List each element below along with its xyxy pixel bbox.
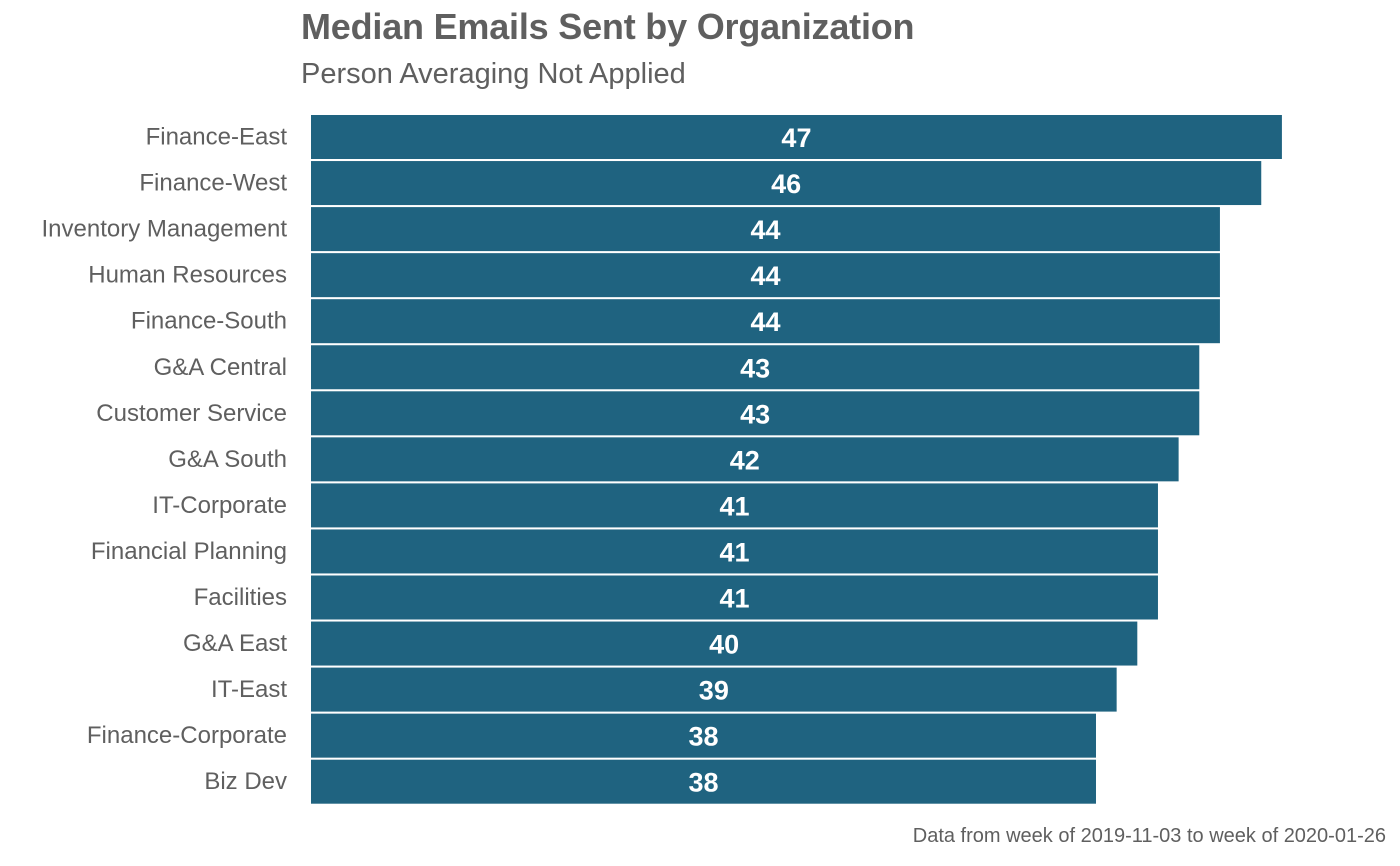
category-label: Finance-Corporate — [87, 722, 287, 749]
chart-caption: Data from week of 2019-11-03 to week of … — [912, 825, 1386, 847]
bar-row: IT-Corporate 41 — [152, 483, 1158, 528]
value-label: 38 — [688, 722, 718, 752]
bar-row: IT-East 39 — [211, 667, 1117, 712]
value-label: 41 — [719, 491, 749, 521]
chart-title: Median Emails Sent by Organization — [301, 6, 915, 47]
category-label: Inventory Management — [42, 216, 288, 243]
bar — [311, 529, 1158, 574]
value-label: 44 — [750, 215, 780, 245]
bar — [311, 299, 1220, 344]
bar — [311, 713, 1096, 758]
bar — [311, 437, 1179, 482]
bar-row: G&A East 40 — [183, 621, 1138, 666]
bar-row: G&A Central 43 — [154, 345, 1200, 390]
bar — [311, 207, 1220, 252]
value-label: 47 — [781, 123, 811, 153]
category-label: G&A East — [183, 630, 287, 657]
bar-row: Finance-East 47 — [146, 115, 1282, 159]
value-label: 38 — [688, 768, 718, 798]
bar-row: Facilities 41 — [194, 575, 1158, 620]
category-label: Finance-West — [139, 170, 287, 197]
bar-row: Biz Dev 38 — [204, 759, 1096, 804]
bar — [311, 391, 1200, 436]
bar — [311, 483, 1158, 528]
bar — [311, 115, 1282, 159]
category-label: G&A Central — [154, 354, 287, 381]
bar — [311, 345, 1200, 390]
category-label: Facilities — [194, 584, 287, 611]
category-label: G&A South — [168, 446, 287, 473]
category-label: Customer Service — [96, 400, 287, 427]
value-label: 43 — [740, 353, 770, 383]
category-label: Biz Dev — [204, 768, 287, 795]
bar-row: Finance-West 46 — [139, 161, 1262, 206]
category-label: IT-Corporate — [152, 492, 287, 519]
bar — [311, 621, 1138, 666]
bar — [311, 759, 1096, 804]
value-label: 39 — [699, 676, 729, 706]
bar-row: Financial Planning 41 — [91, 529, 1158, 574]
value-label: 41 — [719, 584, 749, 614]
bar-row: Customer Service 43 — [96, 391, 1200, 436]
value-label: 44 — [750, 307, 780, 337]
bar — [311, 161, 1262, 206]
bar-row: Finance-Corporate 38 — [87, 713, 1096, 758]
value-label: 44 — [750, 261, 780, 291]
value-label: 41 — [719, 537, 749, 567]
value-label: 42 — [730, 445, 760, 475]
bar-row: Finance-South 44 — [131, 299, 1220, 344]
category-label: Finance-South — [131, 308, 287, 335]
category-label: Human Resources — [88, 262, 287, 289]
chart-subtitle: Person Averaging Not Applied — [301, 58, 686, 90]
bar — [311, 575, 1158, 620]
category-label: Financial Planning — [91, 538, 287, 565]
value-label: 40 — [709, 630, 739, 660]
value-label: 46 — [771, 169, 801, 199]
category-label: IT-East — [211, 676, 287, 703]
bar-row: G&A South 42 — [168, 437, 1179, 482]
bar — [311, 667, 1117, 712]
bar — [311, 253, 1220, 298]
category-label: Finance-East — [146, 124, 288, 151]
bar-row: Inventory Management 44 — [42, 207, 1220, 252]
bar-row: Human Resources 44 — [88, 253, 1220, 298]
value-label: 43 — [740, 399, 770, 429]
